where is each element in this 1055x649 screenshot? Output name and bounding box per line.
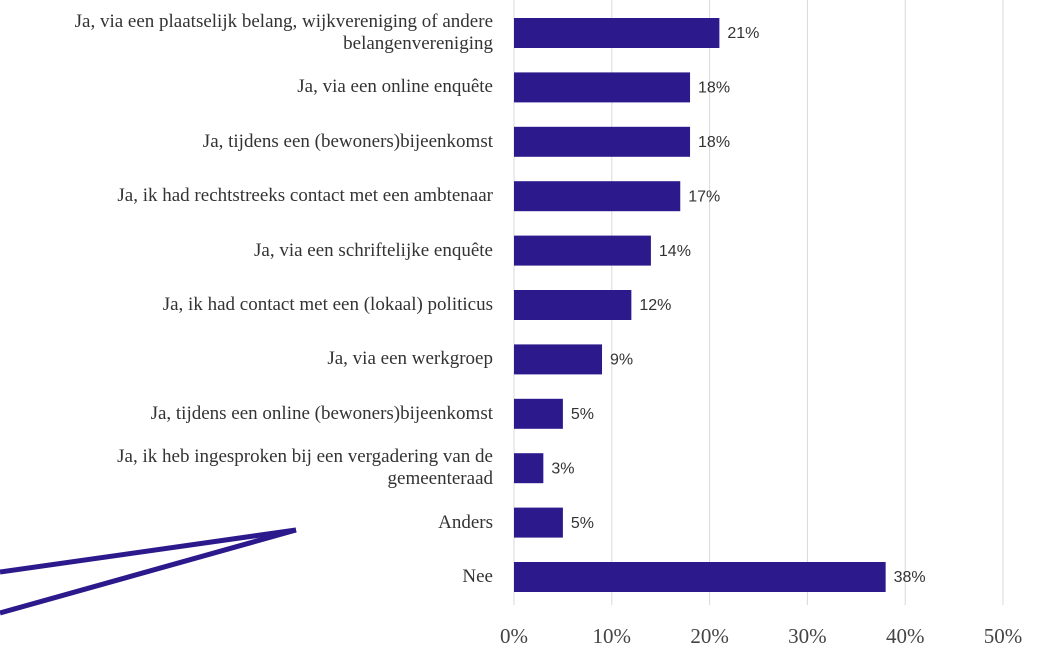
data-label: 18% bbox=[698, 134, 730, 151]
x-tick-label: 0% bbox=[500, 624, 528, 648]
category-label: Nee bbox=[462, 566, 493, 587]
bar bbox=[514, 181, 681, 212]
data-label: 18% bbox=[698, 80, 730, 97]
category-label: Anders bbox=[438, 511, 493, 533]
category-label: Ja, via een plaatselijk belang, wijkvere… bbox=[74, 11, 493, 54]
bar bbox=[514, 562, 886, 592]
category-label: Ja, tijdens een online (bewoners)bijeenk… bbox=[150, 402, 493, 424]
decoration bbox=[0, 527, 297, 575]
bar bbox=[514, 453, 544, 484]
data-label: 38% bbox=[894, 569, 926, 586]
x-tick-label: 30% bbox=[788, 624, 827, 648]
x-tick-label: 20% bbox=[690, 624, 729, 648]
category-label: Ja, ik had rechtstreeks contact met een … bbox=[117, 185, 493, 207]
bar bbox=[514, 507, 563, 538]
x-tick-label: 50% bbox=[984, 624, 1023, 648]
data-label: 21% bbox=[727, 25, 759, 42]
data-label: 5% bbox=[571, 406, 594, 423]
x-tick-label: 10% bbox=[593, 624, 632, 648]
data-label: 9% bbox=[610, 352, 633, 369]
bar bbox=[514, 344, 603, 375]
bar bbox=[514, 72, 691, 103]
x-tick-label: 40% bbox=[886, 624, 925, 648]
data-label: 5% bbox=[571, 515, 594, 532]
category-label: Ja, tijdens een (bewoners)bijeenkomst bbox=[202, 130, 493, 152]
category-label: Ja, via een werkgroep bbox=[327, 348, 493, 370]
bar bbox=[514, 290, 632, 320]
data-label: 17% bbox=[688, 188, 720, 205]
category-label: Ja, ik had contact met een (lokaal) poli… bbox=[162, 294, 493, 315]
category-label: Ja, ik heb ingesproken bij een vergaderi… bbox=[117, 446, 493, 490]
bar bbox=[514, 398, 563, 429]
decoration bbox=[0, 527, 297, 616]
data-label: 12% bbox=[639, 297, 671, 314]
category-label: Ja, via een schriftelijke enquête bbox=[254, 239, 493, 261]
data-label: 3% bbox=[551, 460, 574, 477]
bar bbox=[514, 235, 651, 266]
bar bbox=[514, 18, 720, 48]
category-label: Ja, via een online enquête bbox=[297, 76, 493, 98]
bar bbox=[514, 126, 691, 157]
data-label: 14% bbox=[659, 243, 691, 260]
